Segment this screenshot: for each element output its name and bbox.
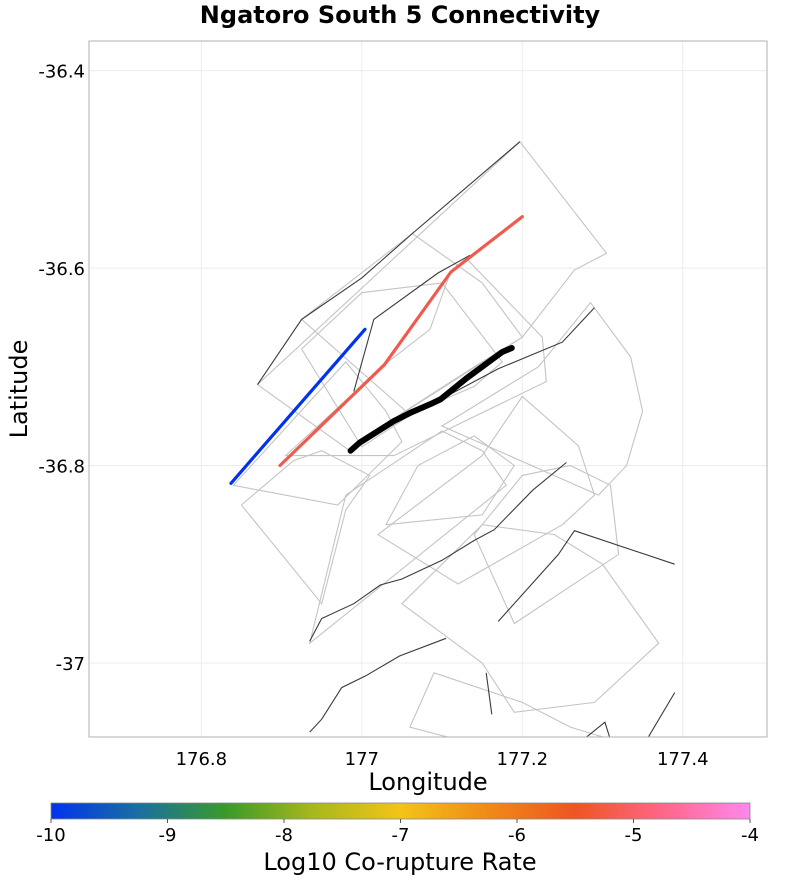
rupture-fault-trace — [278, 215, 524, 468]
plot-area — [89, 41, 767, 737]
fault-polygon — [401, 524, 660, 713]
colorbar-tick-label: -5 — [625, 825, 643, 846]
rupture-fault-trace — [229, 327, 367, 485]
colorbar-label: Log10 Co-rupture Rate — [263, 848, 536, 876]
fault-polygon — [376, 395, 596, 585]
y-tick-label: -36.6 — [38, 259, 85, 280]
fault-polygon — [308, 430, 507, 645]
fault-polygon — [240, 450, 371, 605]
fault-trace — [586, 721, 611, 737]
fault-polygons — [232, 140, 660, 737]
x-tick-label: 176.8 — [176, 749, 228, 770]
rupture-faults — [229, 215, 524, 485]
fault-polygon — [473, 464, 620, 625]
colorbar: -10 -9 -8 -7 -6 -5 -4 Log10 Co-rupture Rate — [36, 802, 759, 876]
x-tick-label: 177.2 — [497, 749, 549, 770]
fault-polygon — [384, 435, 516, 526]
colorbar-tick-label: -10 — [36, 825, 65, 846]
y-axis-ticks: -36.4 -36.6 -36.8 -37 — [38, 62, 85, 675]
colorbar-tick-label: -4 — [741, 825, 759, 846]
x-axis-ticks: 176.8 177 177.2 177.4 — [176, 749, 709, 770]
fault-trace — [485, 672, 493, 715]
fault-polygon — [440, 301, 644, 496]
fault-trace — [497, 530, 675, 622]
fault-polygon — [409, 672, 605, 737]
y-tick-label: -36.4 — [38, 62, 85, 83]
x-axis-label: Longitude — [368, 768, 487, 796]
chart-title: Ngatoro South 5 Connectivity — [200, 1, 601, 29]
fault-trace — [309, 637, 447, 733]
fault-trace — [647, 692, 676, 737]
colorbar-tick-label: -7 — [392, 825, 410, 846]
y-axis-label: Latitude — [5, 340, 33, 439]
y-tick-label: -37 — [56, 654, 85, 675]
fault-trace — [257, 141, 521, 385]
fault-polygon — [284, 257, 547, 457]
target-fault — [347, 345, 515, 454]
fault-polygon — [232, 361, 403, 506]
fault-trace — [353, 254, 471, 392]
grid-lines — [89, 41, 767, 737]
fault-polygon — [300, 232, 524, 412]
y-tick-label: -36.8 — [38, 457, 85, 478]
target-fault-trace — [347, 345, 515, 454]
x-tick-label: 177.4 — [657, 749, 709, 770]
plot-background — [89, 41, 767, 737]
plot-frame — [88, 40, 768, 738]
colorbar-ticks: -10 -9 -8 -7 -6 -5 -4 — [36, 819, 759, 846]
x-tick-label: 177 — [345, 749, 379, 770]
colorbar-tick-label: -6 — [508, 825, 526, 846]
colorbar-gradient — [50, 802, 751, 820]
colorbar-tick-label: -9 — [159, 825, 177, 846]
colorbar-tick-label: -8 — [275, 825, 293, 846]
fault-trace — [309, 462, 567, 642]
